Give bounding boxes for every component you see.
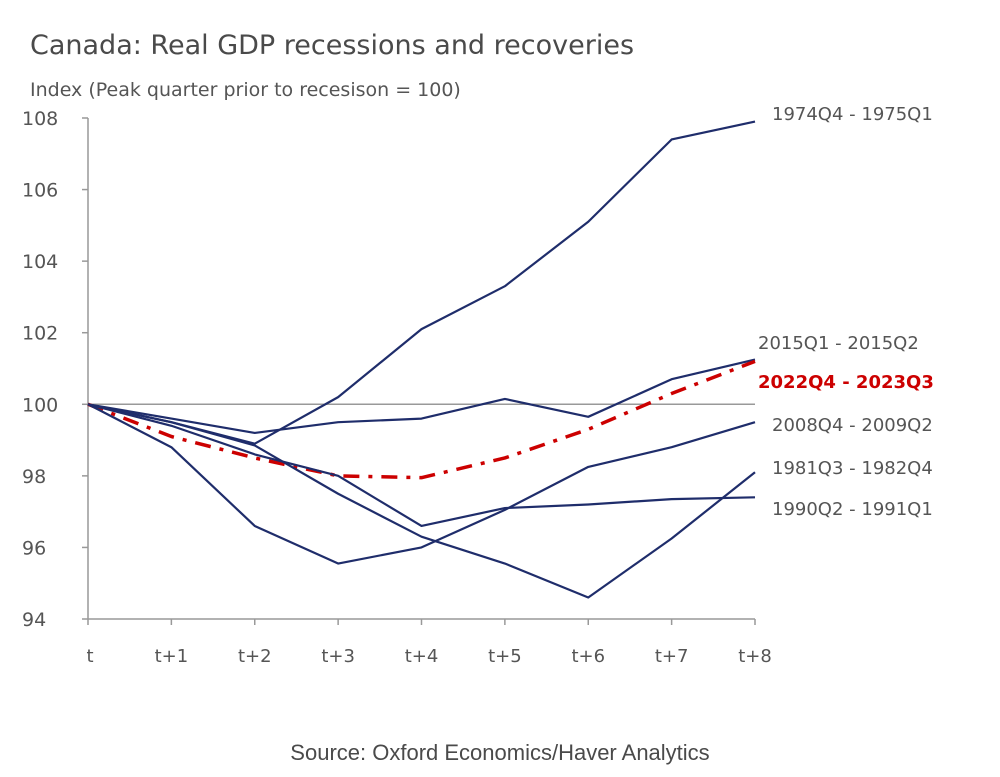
x-tick-label: t+2: [238, 646, 272, 667]
x-tick-label: t+8: [738, 646, 772, 667]
source-note: Source: Oxford Economics/Haver Analytics: [290, 740, 710, 765]
series-line-2015q1-2015q2: [87, 358, 756, 435]
y-tick-label: 108: [22, 108, 58, 130]
x-tick-label: t+5: [488, 646, 522, 667]
y-axis-label: Index (Peak quarter prior to recesison =…: [30, 79, 461, 101]
series-label: 1981Q3 - 1982Q4: [772, 458, 933, 479]
y-tick-label: 100: [22, 394, 58, 416]
y-tick-label: 98: [22, 466, 46, 488]
series-line-2008q4-2009q2: [87, 403, 756, 565]
x-tick-label: t: [86, 646, 93, 667]
series-label: 1990Q2 - 1991Q1: [772, 499, 933, 520]
y-tick-label: 104: [22, 251, 58, 273]
chart-title: Canada: Real GDP recessions and recoveri…: [30, 30, 635, 61]
series-label: 1974Q4 - 1975Q1: [772, 104, 933, 125]
y-tick-label: 96: [22, 537, 46, 559]
y-tick-label: 94: [22, 609, 46, 631]
x-tick-label: t+1: [155, 646, 189, 667]
y-tick-label: 106: [22, 180, 58, 202]
series-label: 2022Q4 - 2023Q3: [758, 372, 934, 393]
y-tick-label: 102: [22, 323, 58, 345]
series-label: 2015Q1 - 2015Q2: [758, 333, 919, 354]
x-tick-label: t+6: [571, 646, 605, 667]
series-label: 2008Q4 - 2009Q2: [772, 415, 933, 436]
x-tick-label: t+7: [655, 646, 689, 667]
x-tick-label: t+3: [321, 646, 355, 667]
series-line-1974q4-1975q1: [87, 120, 756, 445]
x-tick-label: t+4: [405, 646, 439, 667]
